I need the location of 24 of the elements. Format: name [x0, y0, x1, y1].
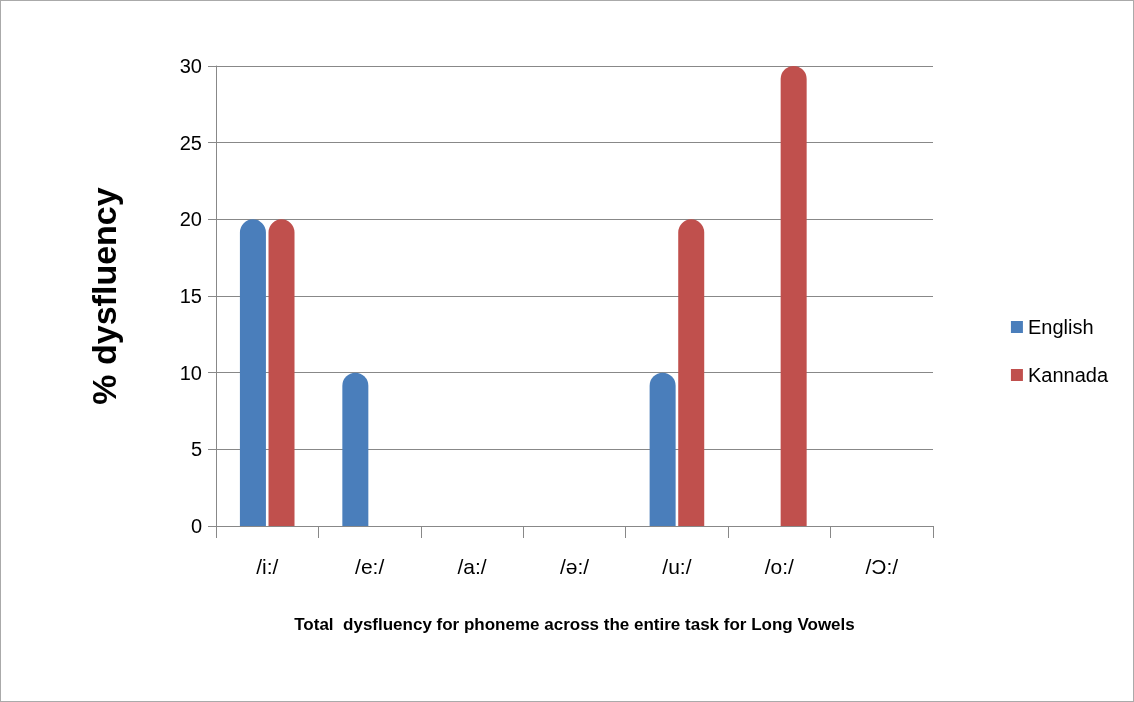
bar	[268, 219, 295, 526]
legend-label: English	[1027, 316, 1094, 338]
x-tick-label: /Ɔ:/	[865, 555, 899, 578]
bar	[678, 219, 705, 526]
y-tick-label: 0	[190, 515, 202, 537]
y-tick-label: 25	[179, 131, 202, 154]
x-tick-label: /e:/	[355, 555, 385, 578]
y-tick-label: 20	[179, 208, 202, 231]
y-tick-label: 5	[190, 438, 202, 461]
y-tick-label: 10	[179, 361, 202, 384]
bar	[342, 372, 369, 526]
bar	[780, 66, 807, 526]
y-tick-label: 30	[179, 55, 202, 77]
x-tick-label: /a:/	[457, 555, 487, 578]
x-tick-label: /u:/	[662, 555, 692, 578]
x-tick-label: /i:/	[256, 555, 279, 578]
y-tick-label: 15	[179, 285, 202, 307]
legend-label: Kannada	[1027, 364, 1109, 386]
x-tick-label: /ə:/	[559, 555, 590, 578]
y-axis-title: % dysfluency	[85, 187, 123, 405]
bar	[239, 219, 266, 526]
x-axis-title: Total dysfluency for phoneme across the entire task for Long Vowels	[294, 615, 855, 634]
bar	[649, 372, 676, 526]
x-tick-label: /o:/	[764, 555, 795, 578]
